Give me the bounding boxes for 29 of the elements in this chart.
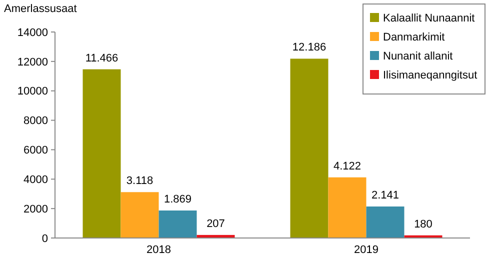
y-tick-label: 0 xyxy=(42,232,48,245)
x-tick-label: 2019 xyxy=(354,244,378,256)
data-label: 2.141 xyxy=(371,189,400,202)
bar xyxy=(82,69,121,238)
legend-label: Danmarkimit xyxy=(383,31,445,44)
data-label: 207 xyxy=(206,218,225,230)
data-label: 3.118 xyxy=(126,175,154,188)
data-label: 11.466 xyxy=(85,52,118,64)
bar xyxy=(120,192,159,238)
y-axis-title: Amerlassusaat xyxy=(4,3,77,15)
bar xyxy=(366,206,404,238)
bar xyxy=(328,177,366,238)
y-tick-label: 14000 xyxy=(17,26,48,39)
legend-label: Kalaallit Nunaannit xyxy=(383,12,475,24)
legend-label: Ilisimaneqanngitsut xyxy=(383,69,478,82)
y-tick-label: 6000 xyxy=(24,144,48,157)
y-tick-label: 4000 xyxy=(24,174,48,186)
x-tick-label: 2018 xyxy=(146,244,171,256)
bar xyxy=(290,58,328,238)
data-label: 1.869 xyxy=(164,194,192,206)
data-label: 180 xyxy=(414,218,432,230)
y-tick-label: 2000 xyxy=(24,203,48,216)
bar xyxy=(158,210,197,238)
data-label: 12.186 xyxy=(292,42,326,54)
y-tick-label: 10000 xyxy=(17,86,48,98)
data-label: 4.122 xyxy=(333,160,362,172)
y-tick-label: 8000 xyxy=(24,115,48,128)
y-tick-label: 12000 xyxy=(17,56,48,68)
legend-label: Nunanit allanit xyxy=(383,50,453,62)
